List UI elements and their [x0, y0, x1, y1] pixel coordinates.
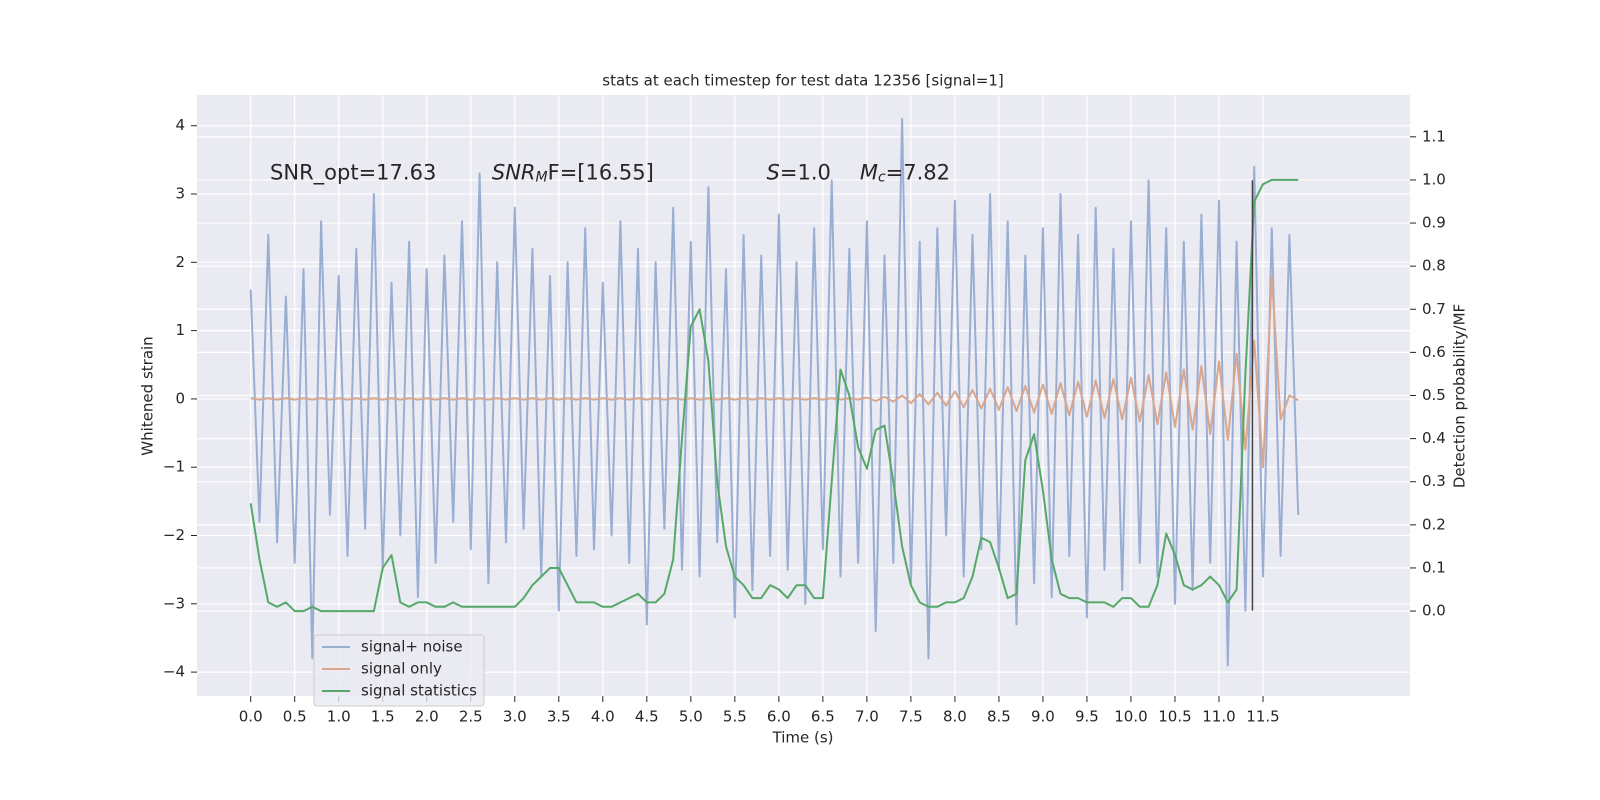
- x-tick-label: 5.5: [723, 708, 747, 726]
- y2-tick-label: 0.6: [1422, 343, 1446, 361]
- x-tick-label: 4.5: [635, 708, 659, 726]
- x-tick-label: 11.5: [1246, 708, 1279, 726]
- annotation-part: =1.0: [780, 161, 831, 185]
- annotation-part: =7.82: [886, 161, 950, 185]
- annotation-part: M: [860, 161, 878, 185]
- annotation: Mc=7.82: [860, 161, 950, 186]
- x-tick-label: 1.0: [327, 708, 351, 726]
- x-tick-label: 10.0: [1114, 708, 1147, 726]
- legend-label: signal statistics: [361, 682, 477, 700]
- annotation-part: S: [767, 161, 780, 185]
- y2-tick-label: 0.5: [1422, 386, 1446, 404]
- series-line: [249, 178, 1299, 613]
- y2-tick-label: 0.8: [1422, 257, 1446, 275]
- x-tick-label: 0.5: [283, 708, 307, 726]
- y2-tick-label: 0.2: [1422, 515, 1446, 533]
- series-line: [249, 117, 1300, 667]
- y-tick-label: 4: [175, 116, 185, 134]
- x-tick-label: 7.5: [899, 708, 923, 726]
- x-tick-label: 7.0: [855, 708, 879, 726]
- annotation: SNR_opt=17.63: [270, 161, 436, 186]
- x-tick-label: 0.0: [239, 708, 263, 726]
- x-tick-label: 8.0: [943, 708, 967, 726]
- x-tick-label: 6.0: [767, 708, 791, 726]
- x-tick-label: 3.5: [547, 708, 571, 726]
- annotation: S=1.0: [767, 161, 831, 185]
- y2-tick-label: 0.4: [1422, 429, 1446, 447]
- x-axis-label: Time (s): [772, 729, 834, 747]
- x-tick-label: 1.5: [371, 708, 395, 726]
- annotation-part: M: [536, 170, 548, 186]
- y-tick-label: −1: [163, 458, 185, 476]
- chart-title: stats at each timestep for test data 123…: [602, 72, 1003, 90]
- annotation-part: SNR: [492, 161, 536, 185]
- y-tick-label: 2: [175, 253, 185, 271]
- y2-tick-label: 0.9: [1422, 214, 1446, 232]
- y2-tick-label: 0.7: [1422, 300, 1446, 318]
- legend-label: signal only: [361, 660, 442, 678]
- y-axis-label: Whitened strain: [139, 336, 157, 455]
- x-tick-label: 3.0: [503, 708, 527, 726]
- x-tick-label: 2.5: [459, 708, 483, 726]
- x-tick-label: 10.5: [1158, 708, 1191, 726]
- x-tick-label: 9.5: [1075, 708, 1099, 726]
- legend-box: [313, 634, 485, 707]
- x-tick-label: 4.0: [591, 708, 615, 726]
- y-tick-label: −3: [163, 594, 185, 612]
- y2-tick-label: 0.0: [1422, 602, 1446, 620]
- x-tick-label: 11.0: [1202, 708, 1235, 726]
- y-tick-label: −4: [163, 663, 185, 681]
- y-tick-label: 1: [175, 321, 185, 339]
- legend-label: signal+ noise: [361, 638, 463, 656]
- x-tick-label: 2.0: [415, 708, 439, 726]
- legend: signal+ noise signal only signal statistic…: [313, 634, 485, 707]
- x-tick-label: 6.5: [811, 708, 835, 726]
- annotation-part: c: [878, 170, 886, 186]
- series-line: [250, 275, 1299, 469]
- y-tick-label: 3: [175, 185, 185, 203]
- y2-axis-label: Detection probability/MF: [1451, 304, 1469, 488]
- y2-tick-label: 0.1: [1422, 558, 1446, 576]
- y-tick-label: −2: [163, 526, 185, 544]
- y2-tick-label: 0.3: [1422, 472, 1446, 490]
- x-tick-label: 5.0: [679, 708, 703, 726]
- y2-tick-label: 1.1: [1422, 127, 1446, 145]
- x-tick-label: 9.0: [1031, 708, 1055, 726]
- y2-tick-label: 1.0: [1422, 170, 1446, 188]
- annotation-part: SNR_opt=17.63: [270, 161, 436, 186]
- x-tick-label: 8.5: [987, 708, 1011, 726]
- y-tick-label: 0: [175, 389, 185, 407]
- annotation-part: F=[16.55]: [548, 161, 654, 185]
- annotation: SNRMF=[16.55]: [492, 161, 654, 186]
